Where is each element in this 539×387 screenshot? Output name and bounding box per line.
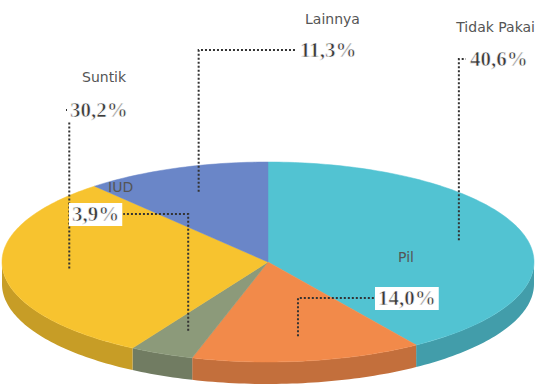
leader-line <box>199 50 296 192</box>
leader-lines <box>66 50 466 336</box>
value-label-box <box>297 39 360 62</box>
category-label: Suntik <box>82 69 127 85</box>
value-label-box <box>467 48 531 71</box>
category-label: Pil <box>398 249 414 265</box>
value-label-box <box>69 203 122 226</box>
category-label: Tidak Pakai <box>455 19 535 35</box>
value-label: 14,0% <box>378 286 436 310</box>
leader-line <box>459 59 466 240</box>
leader-line <box>66 110 69 269</box>
leader-line <box>123 214 188 331</box>
labels: Tidak Pakai 40,6% Pil 14,0% IUD 3,9% Suntik 30,… <box>67 11 535 310</box>
value-label-box <box>67 99 131 122</box>
pie-slices <box>2 162 534 362</box>
value-label: 40,6% <box>470 47 528 71</box>
category-label: IUD <box>108 179 133 195</box>
value-label: 11,3% <box>300 38 357 62</box>
value-label: 3,9% <box>72 202 119 226</box>
value-label-box <box>375 287 439 310</box>
leader-line <box>298 298 374 336</box>
value-label: 30,2% <box>70 98 128 122</box>
category-label: Lainnya <box>305 11 360 27</box>
